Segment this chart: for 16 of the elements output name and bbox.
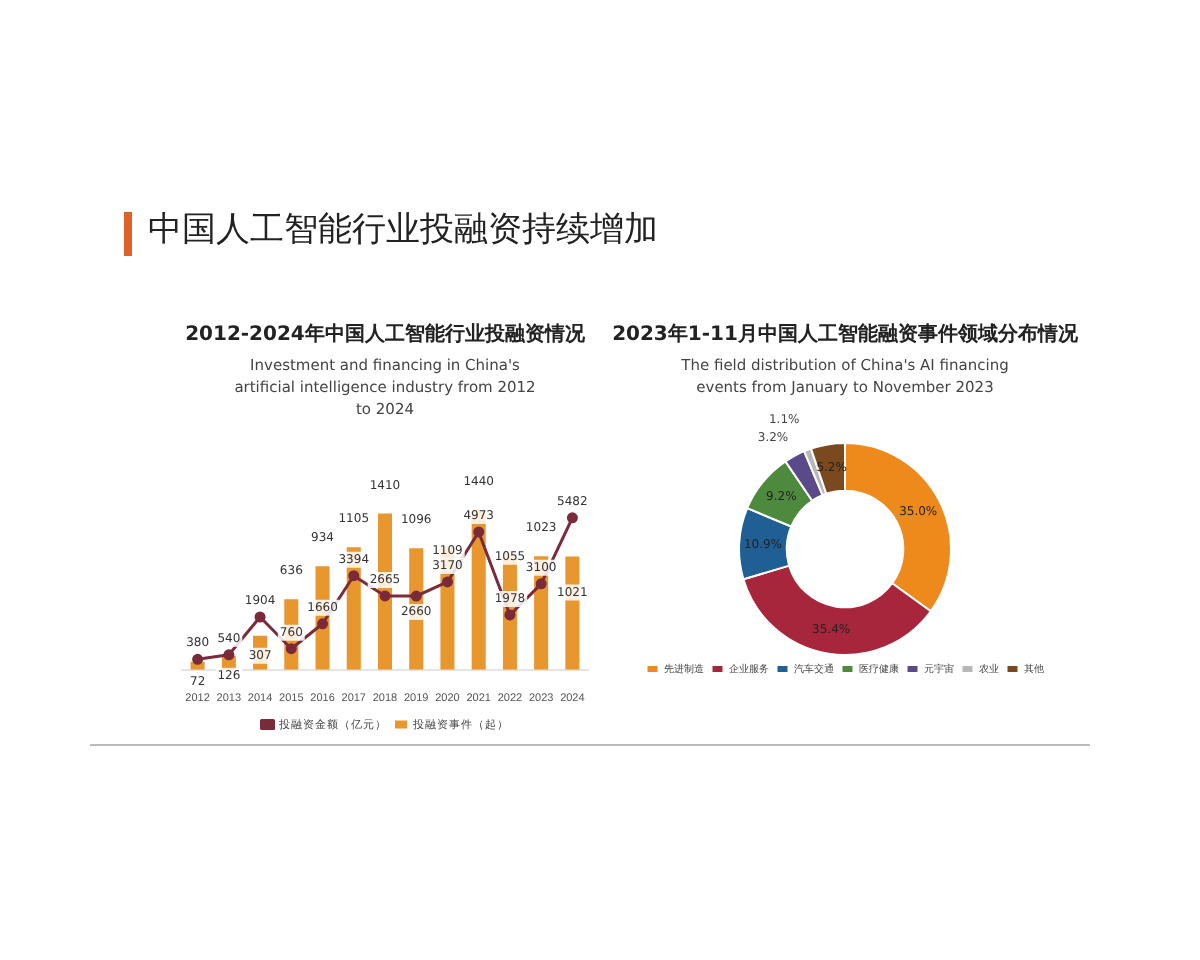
point (504, 609, 516, 621)
point (285, 643, 297, 655)
point (223, 649, 235, 661)
point (254, 611, 266, 623)
point (379, 590, 391, 602)
point (192, 653, 204, 665)
point (410, 590, 422, 602)
chart-title: 2023年1-11月中国人工智能融资事件领域分布情况 (610, 321, 1080, 348)
point (348, 570, 360, 582)
point (535, 578, 547, 590)
point (441, 576, 453, 588)
point (473, 526, 485, 538)
text: 中国人工智能行业投融资持续增加 (146, 208, 660, 252)
point (566, 512, 578, 524)
point (317, 618, 329, 630)
chart-title: 2012-2024年中国人工智能行业投融资情况 (183, 321, 587, 348)
